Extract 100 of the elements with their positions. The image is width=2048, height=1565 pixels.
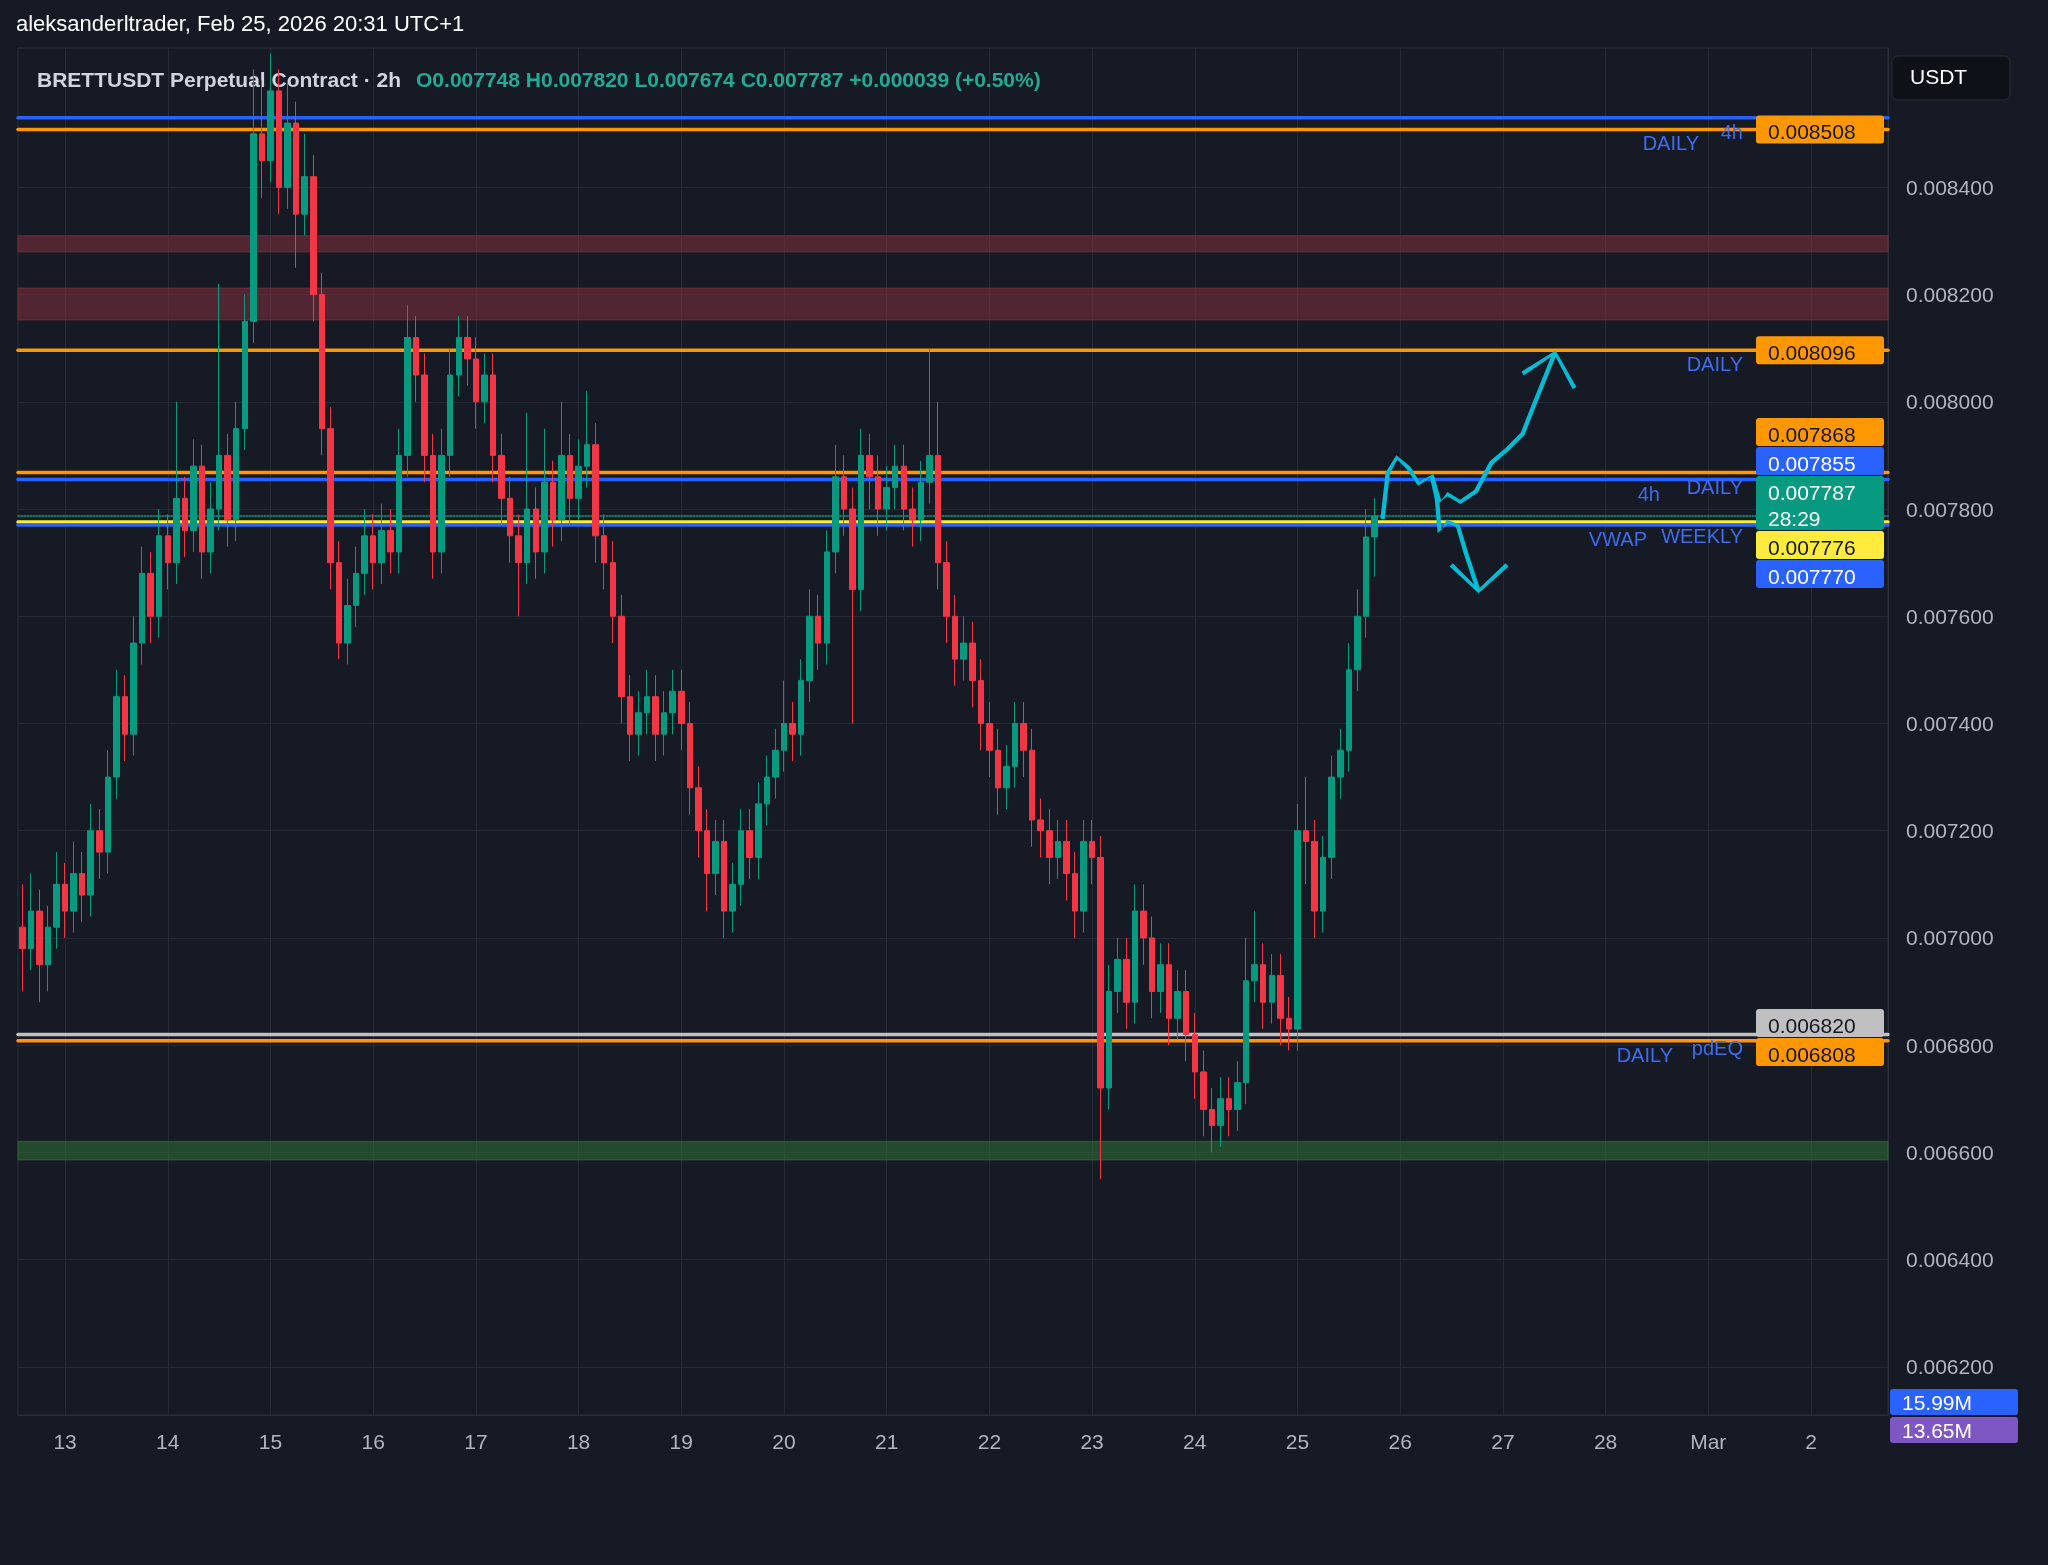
candlestick [926,347,933,505]
candlestick [721,819,727,939]
candlestick [815,594,821,671]
candlestick [404,304,411,478]
candlestick [1140,883,1147,966]
candlestick [310,154,317,322]
x-tick-label: 24 [1183,1430,1207,1453]
candlestick [1012,701,1018,789]
annotation: 0.007770 [1768,564,1856,588]
x-tick-label: 27 [1491,1430,1515,1453]
candlestick [584,390,590,489]
candlestick [764,755,770,826]
ref-line-label: DAILY [1686,475,1743,498]
candlestick [618,594,625,724]
ref-line-label: DAILY [1616,1043,1673,1066]
x-tick-label: Mar [1690,1430,1727,1453]
candlestick [344,578,351,665]
candlestick [105,749,111,875]
x-tick-label: 16 [361,1430,385,1453]
candlestick [1003,744,1010,810]
candlestick [387,508,394,574]
candlestick [592,422,599,564]
candlestick [1166,942,1172,1046]
candlestick [824,529,830,665]
candlestick [336,540,342,660]
text: 15.99M [1902,1391,1973,1414]
candlestick [1037,798,1044,858]
text: aleksanderltrader, Feb 25, 2026 20:31 UTC+1 [16,10,465,36]
annotation: 0.008096 [1768,340,1856,364]
candlestick [53,851,60,950]
y-tick-label: 0.006400 [1906,1248,1994,1272]
candlestick [1337,728,1344,800]
candlestick [669,669,676,735]
candlestick [1226,1076,1232,1137]
candlestick [1303,776,1309,885]
ref-line-label: 4h [1637,482,1660,505]
candlestick [1123,937,1130,1030]
candlestick [1286,996,1292,1051]
candlestick [301,133,308,237]
candlestick [1217,1076,1224,1148]
candlestick [87,803,94,917]
annotation: 0.006820 [1768,1013,1856,1037]
candlestick [1063,819,1070,901]
candlestick [533,487,539,580]
candlestick [995,728,1001,816]
text: USDT [1910,65,1968,88]
candlestick [122,674,128,762]
y-tick-label: 0.006800 [1906,1033,1994,1057]
y-tick-label: 0.008400 [1906,175,1994,199]
candlestick [19,883,26,992]
candlestick [70,840,77,934]
candlestick [935,401,941,590]
candlestick [1354,588,1361,692]
candlestick [1277,953,1284,1046]
candlestick [849,487,856,724]
candlestick [1260,942,1266,1030]
candlestick [45,905,51,992]
candlestick [627,674,633,762]
candlestick [678,669,685,751]
candlestick [1106,964,1112,1110]
annotation: 0.008508 [1768,119,1856,143]
candlestick [1251,910,1258,1003]
candlestick [1192,1012,1198,1100]
candlestick [644,669,650,735]
candlestick [242,294,248,451]
candlestick [293,101,299,269]
x-tick-label: 23 [1080,1430,1104,1453]
x-tick-label: 18 [566,1430,591,1453]
candlestick [661,690,667,757]
x-tick-label: 2 [1805,1430,1817,1453]
candlestick [1132,883,1138,1025]
candlestick [96,808,103,880]
candlestick [1046,808,1053,885]
candlestick [421,353,428,483]
candlestick [1200,1049,1207,1137]
candlestick [430,433,436,580]
candlestick [892,444,898,510]
candlestick [652,674,659,762]
candlestick [515,513,522,617]
x-tick-label: 19 [669,1430,693,1453]
candlestick [806,588,813,703]
x-tick-label: 28 [1593,1430,1618,1453]
candlestick [353,546,359,628]
ref-line-label: VWAP [1588,528,1647,551]
candlestick [224,433,231,548]
annotation: 0.007868 [1768,422,1856,446]
candlestick [36,889,43,1003]
candlestick [1072,851,1078,939]
annotation: 0.007855 [1768,451,1856,475]
ref-line-label: WEEKLY [1661,524,1743,547]
candlestick [130,615,137,757]
candlestick [986,701,993,778]
candlestick [1183,969,1189,1062]
candlestick [712,819,719,896]
candlestick [113,669,120,800]
candlestick [1157,942,1164,1014]
candlestick [952,594,958,687]
x-tick-label: 13 [53,1430,77,1453]
candlestick [1097,835,1104,1180]
candlestick [704,808,710,912]
